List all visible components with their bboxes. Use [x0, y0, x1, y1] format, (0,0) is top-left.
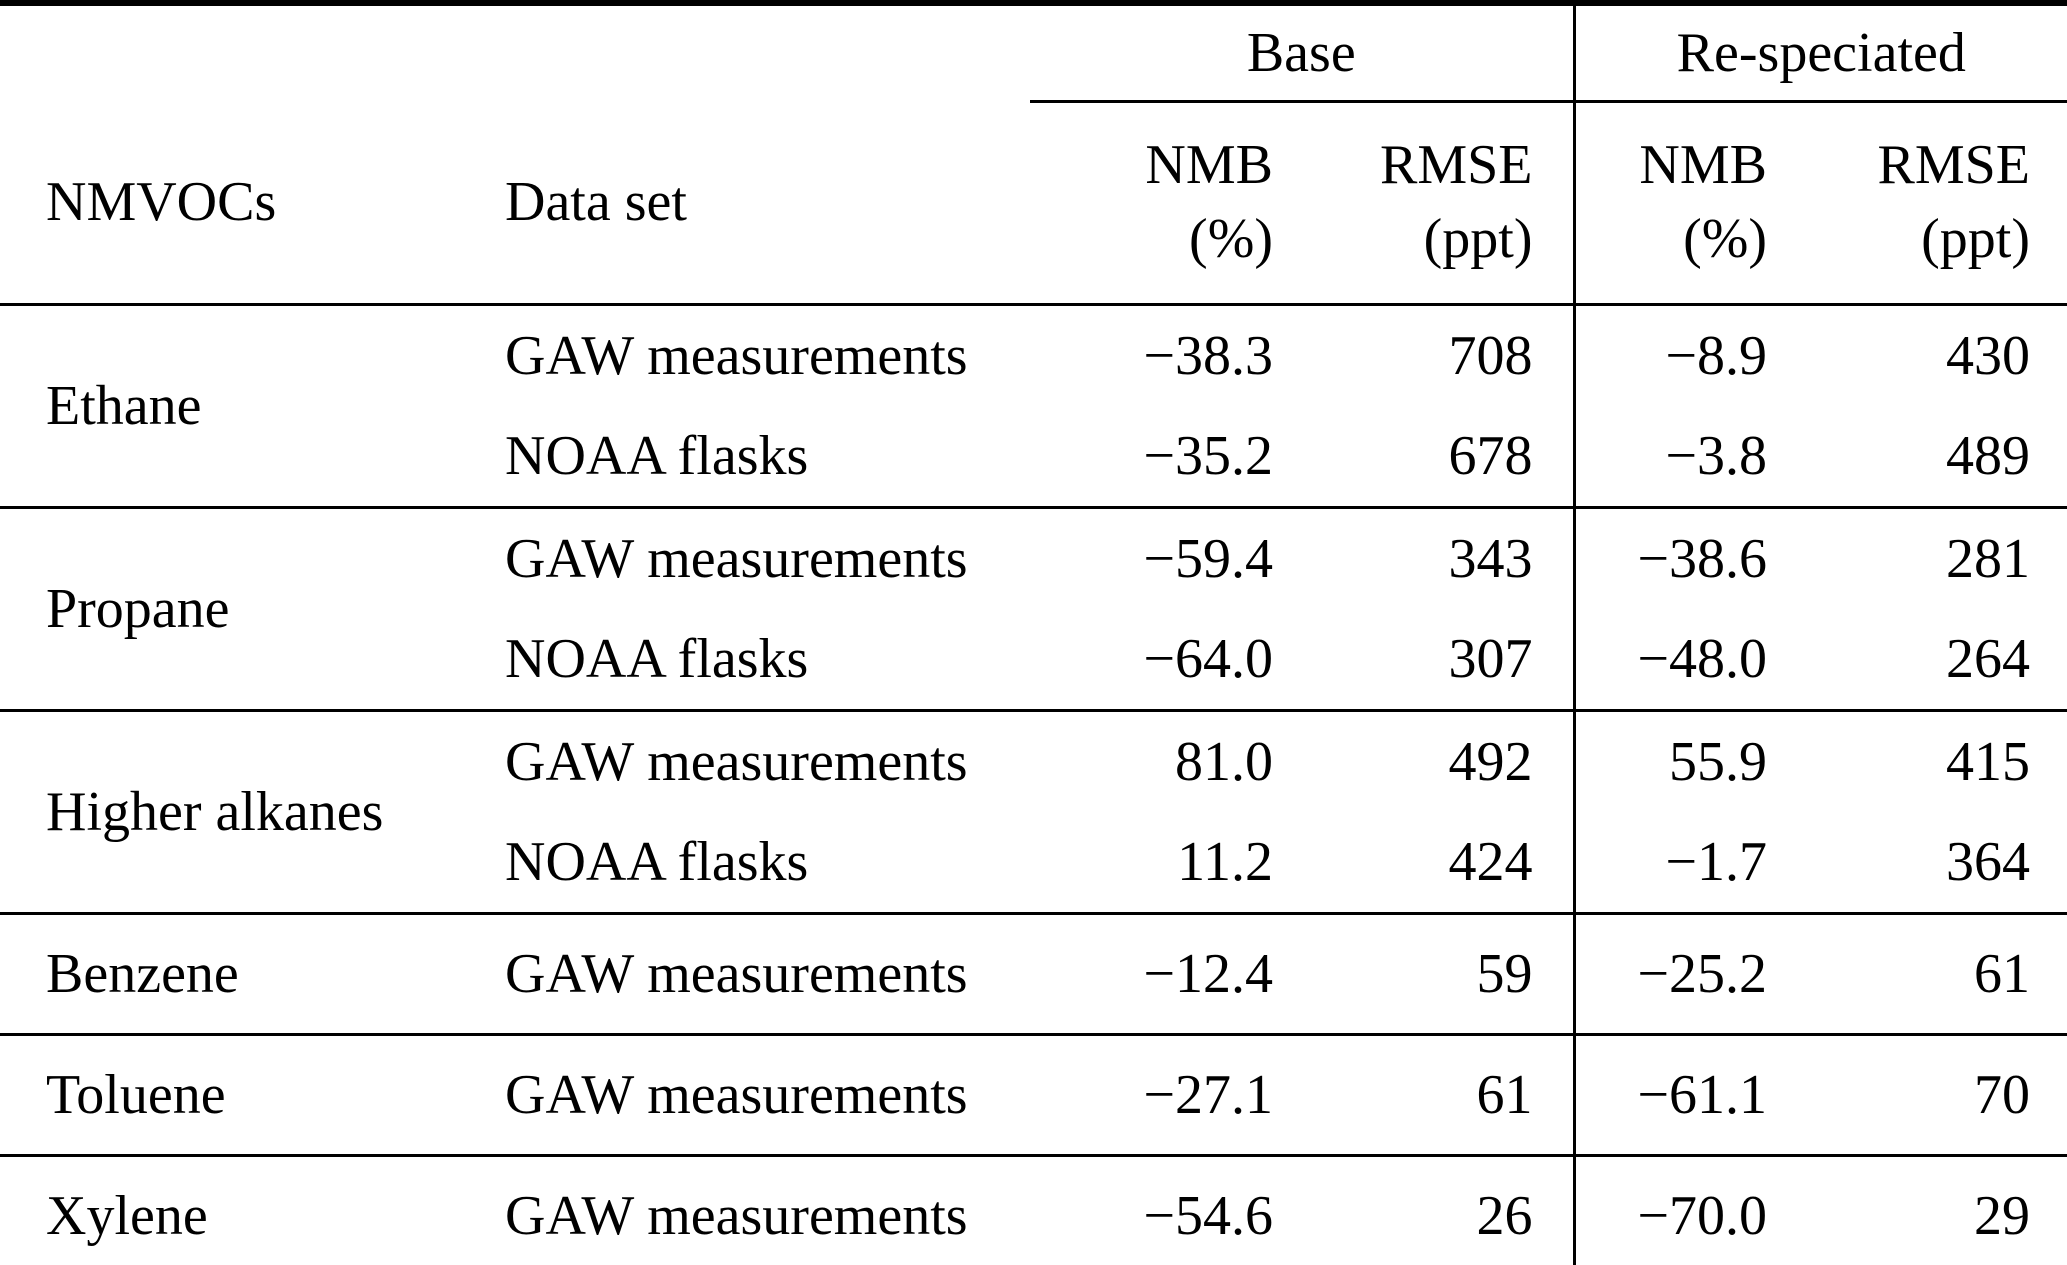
- table-row: Ethane GAW measurements −38.3 708 −8.9 4…: [0, 304, 2067, 437]
- section-propane: Propane GAW measurements −59.4 343 −38.6…: [0, 507, 2067, 711]
- base-nmb-cell: −64.0: [1143, 628, 1273, 690]
- species-cell: Propane: [46, 578, 230, 640]
- table-row: Propane GAW measurements −59.4 343 −38.6…: [0, 507, 2067, 640]
- column-header-row: NMVOCs Data set NMB (%) RMSE (ppt) NMB (…: [0, 101, 2067, 305]
- respeciated-nmb-cell: −25.2: [1637, 943, 1768, 1005]
- table-row: Toluene GAW measurements −27.1 61 −61.1 …: [0, 1034, 2067, 1156]
- column-header-respeciated-rmse: RMSE (ppt): [1785, 102, 2067, 305]
- base-nmb-cell: 81.0: [1175, 731, 1273, 793]
- base-nmb-cell: −12.4: [1143, 943, 1273, 1005]
- base-nmb-cell: −35.2: [1143, 425, 1273, 487]
- species-cell: Higher alkanes: [46, 781, 384, 843]
- respeciated-nmb-cell: −48.0: [1637, 628, 1768, 690]
- respeciated-rmse-cell: 364: [1946, 831, 2031, 893]
- table-row: Xylene GAW measurements −54.6 26 −70.0 2…: [0, 1155, 2067, 1265]
- group-header-respeciated: Re-speciated: [1574, 3, 2067, 103]
- metric-label: NMB: [1145, 134, 1273, 197]
- table-row: NOAA flasks 11.2 424 −1.7 364: [0, 812, 2067, 914]
- base-nmb-cell: −27.1: [1143, 1064, 1273, 1126]
- base-rmse-cell: 678: [1285, 406, 1576, 508]
- species-cell: Toluene: [46, 1064, 226, 1126]
- section-benzene: Benzene GAW measurements −12.4 59 −25.2 …: [0, 913, 2067, 1035]
- table-row: Benzene GAW measurements −12.4 59 −25.2 …: [0, 913, 2067, 1035]
- respeciated-rmse-cell: 29: [1974, 1185, 2031, 1247]
- dataset-cell: NOAA flasks: [505, 425, 809, 487]
- column-header-base-nmb: NMB (%): [1030, 102, 1285, 305]
- dataset-cell: GAW measurements: [505, 528, 968, 590]
- table-row: NOAA flasks −35.2 678 −3.8 489: [0, 406, 2067, 508]
- respeciated-rmse-cell: 70: [1974, 1064, 2031, 1126]
- group-header-row: Base Re-speciated: [0, 3, 2067, 103]
- base-rmse-cell: 26: [1285, 1155, 1576, 1265]
- base-rmse-cell: 492: [1285, 710, 1576, 812]
- respeciated-nmb-cell: 55.9: [1669, 731, 1768, 793]
- dataset-cell: NOAA flasks: [505, 628, 809, 690]
- metric-unit: (%): [1683, 208, 1768, 270]
- group-header-spacer: [0, 3, 1030, 102]
- respeciated-rmse-cell: 430: [1946, 325, 2031, 387]
- section-higher-alkanes: Higher alkanes GAW measurements 81.0 492…: [0, 710, 2067, 914]
- metric-label: NMB: [1639, 134, 1768, 197]
- table-row: NOAA flasks −64.0 307 −48.0 264: [0, 609, 2067, 711]
- respeciated-rmse-cell: 264: [1946, 628, 2031, 690]
- dataset-cell: GAW measurements: [505, 1064, 968, 1126]
- column-header-base-rmse: RMSE (ppt): [1285, 101, 1576, 305]
- respeciated-nmb-cell: −1.7: [1665, 831, 1768, 893]
- group-header-base: Base: [1030, 3, 1576, 103]
- base-rmse-cell: 343: [1285, 507, 1576, 609]
- column-header-nmvocs: NMVOCs: [46, 171, 277, 234]
- base-rmse-cell: 307: [1285, 609, 1576, 711]
- dataset-cell: GAW measurements: [505, 325, 968, 387]
- base-rmse-cell: 424: [1285, 812, 1576, 914]
- column-header-dataset: Data set: [505, 171, 687, 234]
- species-cell: Xylene: [46, 1185, 208, 1247]
- respeciated-nmb-cell: −3.8: [1665, 425, 1768, 487]
- dataset-cell: NOAA flasks: [505, 831, 809, 893]
- dataset-cell: GAW measurements: [505, 731, 968, 793]
- respeciated-nmb-cell: −61.1: [1637, 1064, 1768, 1126]
- base-nmb-cell: −38.3: [1143, 325, 1273, 387]
- column-header-respeciated-nmb: NMB (%): [1574, 102, 1785, 305]
- respeciated-nmb-cell: −38.6: [1637, 528, 1768, 590]
- section-xylene: Xylene GAW measurements −54.6 26 −70.0 2…: [0, 1155, 2067, 1265]
- respeciated-nmb-cell: −70.0: [1637, 1185, 1768, 1247]
- metric-label: RMSE: [1877, 134, 2031, 197]
- metric-unit: (%): [1189, 208, 1273, 270]
- respeciated-rmse-cell: 281: [1946, 528, 2031, 590]
- species-cell: Benzene: [46, 943, 239, 1005]
- base-rmse-cell: 59: [1285, 913, 1576, 1035]
- species-cell: Ethane: [46, 375, 202, 437]
- base-nmb-cell: −54.6: [1143, 1185, 1273, 1247]
- metric-unit: (ppt): [1921, 208, 2031, 270]
- respeciated-rmse-cell: 415: [1946, 731, 2031, 793]
- metric-label: RMSE: [1380, 134, 1533, 197]
- metric-unit: (ppt): [1423, 208, 1533, 270]
- base-nmb-cell: 11.2: [1177, 831, 1273, 893]
- section-ethane: Ethane GAW measurements −38.3 708 −8.9 4…: [0, 304, 2067, 508]
- respeciated-nmb-cell: −8.9: [1665, 325, 1768, 387]
- table-row: Higher alkanes GAW measurements 81.0 492…: [0, 710, 2067, 843]
- table-header: Base Re-speciated NMVOCs Data set NMB (%…: [0, 3, 2067, 305]
- dataset-cell: GAW measurements: [505, 1185, 968, 1247]
- section-toluene: Toluene GAW measurements −27.1 61 −61.1 …: [0, 1034, 2067, 1156]
- respeciated-rmse-cell: 61: [1974, 943, 2031, 1005]
- base-rmse-cell: 61: [1285, 1034, 1576, 1156]
- respeciated-rmse-cell: 489: [1946, 425, 2031, 487]
- base-rmse-cell: 708: [1285, 304, 1576, 406]
- dataset-cell: GAW measurements: [505, 943, 968, 1005]
- base-nmb-cell: −59.4: [1143, 528, 1273, 590]
